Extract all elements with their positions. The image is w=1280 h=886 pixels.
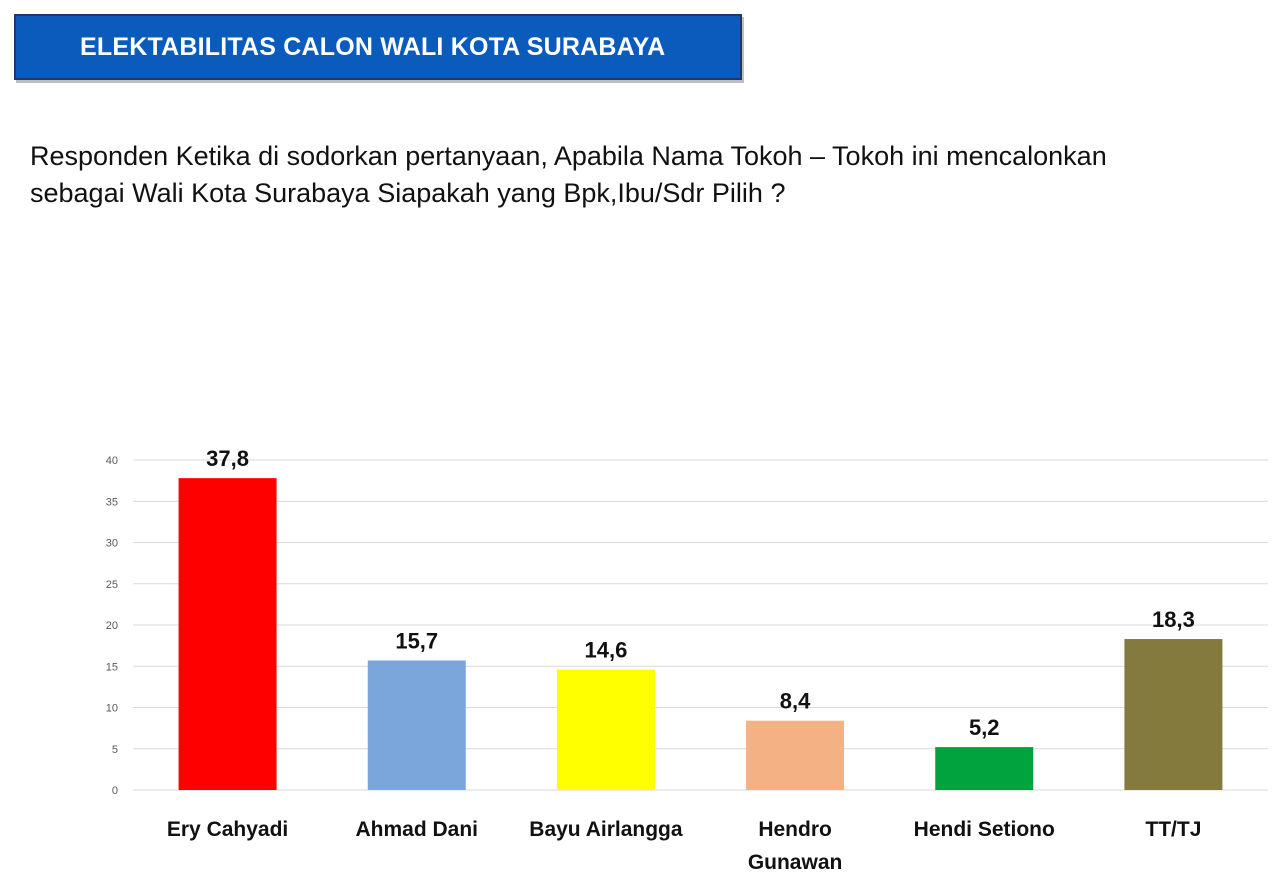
title-banner: ELEKTABILITAS CALON WALI KOTA SURABAYA bbox=[14, 14, 742, 80]
category-label-0: Ery Cahyadi bbox=[167, 818, 288, 841]
category-label-5: TT/TJ bbox=[1145, 818, 1201, 841]
y-tick-label: 0 bbox=[112, 785, 118, 797]
y-tick-label: 30 bbox=[106, 538, 118, 550]
bar-4 bbox=[935, 747, 1034, 790]
data-label-4: 5,2 bbox=[969, 715, 1000, 740]
category-label-3-line-0: Hendro bbox=[758, 818, 832, 841]
bar-5 bbox=[1124, 639, 1223, 790]
y-tick-label: 5 bbox=[112, 744, 118, 756]
y-tick-label: 35 bbox=[106, 496, 118, 508]
y-tick-label: 15 bbox=[106, 661, 118, 673]
y-tick-label: 25 bbox=[106, 579, 118, 591]
y-axis-ticks: 0 5 10 15 20 25 30 35 40 bbox=[106, 455, 118, 797]
data-label-2: 14,6 bbox=[585, 638, 628, 663]
data-label-1: 15,7 bbox=[395, 628, 438, 653]
data-label-3: 8,4 bbox=[780, 689, 811, 714]
category-label-3-line-1: Gunawan bbox=[748, 851, 843, 874]
bars bbox=[178, 478, 1223, 790]
y-tick-label: 10 bbox=[106, 703, 118, 715]
question-line-2: sebagai Wali Kota Surabaya Siapakah yang… bbox=[30, 178, 786, 208]
bar-2 bbox=[556, 669, 655, 790]
survey-question: Responden Ketika di sodorkan pertanyaan,… bbox=[30, 138, 1250, 212]
data-label-5: 18,3 bbox=[1152, 607, 1195, 632]
data-labels: 37,8 15,7 14,6 8,4 5,2 18,3 bbox=[206, 446, 1195, 740]
gridlines bbox=[133, 459, 1268, 791]
y-tick-label: 20 bbox=[106, 620, 118, 632]
data-label-0: 37,8 bbox=[206, 446, 249, 471]
category-label-2: Bayu Airlangga bbox=[529, 818, 683, 841]
page-title: ELEKTABILITAS CALON WALI KOTA SURABAYA bbox=[80, 32, 666, 61]
bar-3 bbox=[746, 720, 845, 790]
category-label-4: Hendi Setiono bbox=[914, 818, 1055, 841]
bar-0 bbox=[178, 478, 277, 790]
question-line-1: Responden Ketika di sodorkan pertanyaan,… bbox=[30, 141, 1107, 171]
bar-1 bbox=[367, 660, 466, 790]
category-labels: Ery Cahyadi Ahmad Dani Bayu Airlangga Hendr… bbox=[167, 818, 1202, 874]
y-tick-label: 40 bbox=[106, 455, 118, 467]
category-label-1: Ahmad Dani bbox=[355, 818, 478, 841]
